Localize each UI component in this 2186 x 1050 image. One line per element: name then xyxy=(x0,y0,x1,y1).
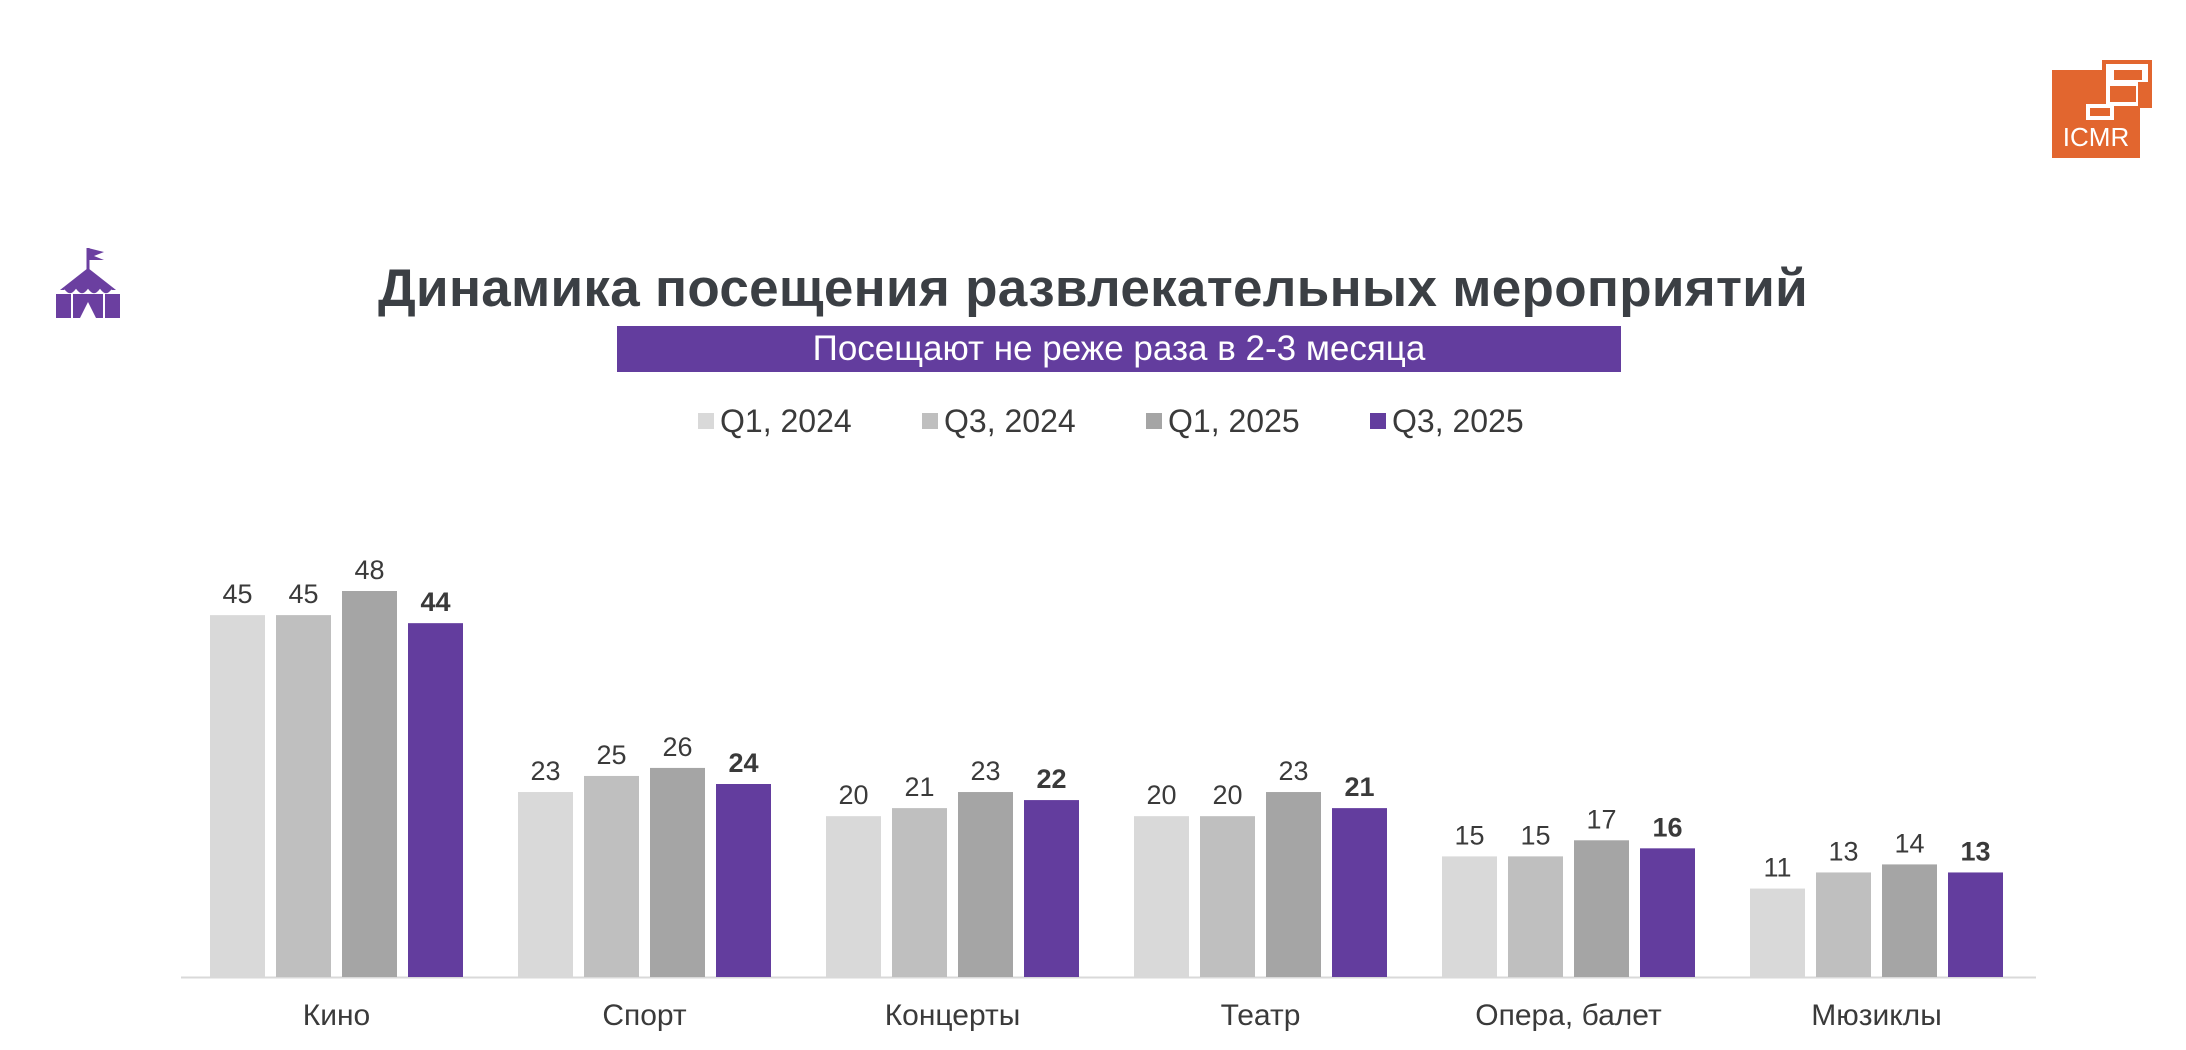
legend: Q1, 2024 Q3, 2024 Q1, 2025 Q3, 2025 xyxy=(0,398,2186,444)
bar xyxy=(342,591,397,977)
data-label: 13 xyxy=(1828,836,1858,866)
bar xyxy=(1134,816,1189,977)
bar xyxy=(1750,888,1805,977)
legend-label: Q1, 2025 xyxy=(1168,402,1300,439)
legend-swatch xyxy=(922,413,938,429)
data-label: 45 xyxy=(288,579,318,609)
legend-label: Q3, 2025 xyxy=(1392,402,1524,439)
data-label: 20 xyxy=(1146,780,1176,810)
bar xyxy=(650,767,705,977)
bar xyxy=(958,792,1013,977)
category-label: Опера, балет xyxy=(1475,999,1662,1032)
data-label: 13 xyxy=(1960,836,1990,866)
legend-label: Q1, 2024 xyxy=(720,402,852,439)
data-label: 45 xyxy=(222,579,252,609)
bar xyxy=(584,775,639,977)
data-label: 21 xyxy=(904,772,934,802)
data-label: 15 xyxy=(1454,820,1484,850)
legend-item: Q3, 2024 xyxy=(922,398,1076,444)
bar xyxy=(518,792,573,977)
data-label: 23 xyxy=(530,756,560,786)
data-label: 17 xyxy=(1586,804,1616,834)
legend-swatch xyxy=(1370,413,1386,429)
bar xyxy=(826,816,881,977)
legend-item: Q3, 2025 xyxy=(1370,398,1524,444)
category-label: Кино xyxy=(303,999,371,1032)
icmr-logo: ICMR xyxy=(2052,60,2152,158)
data-label: 11 xyxy=(1763,853,1791,883)
legend-item: Q1, 2025 xyxy=(1146,398,1300,444)
bar xyxy=(1200,816,1255,977)
bar xyxy=(1442,856,1497,977)
bar xyxy=(1266,792,1321,977)
category-label: Театр xyxy=(1221,999,1301,1032)
bar xyxy=(1024,800,1079,977)
bar xyxy=(408,623,463,977)
data-label: 16 xyxy=(1652,812,1682,842)
bar xyxy=(716,784,771,977)
data-label: 23 xyxy=(1278,756,1308,786)
bar xyxy=(1332,808,1387,977)
data-label: 22 xyxy=(1036,764,1066,794)
bar xyxy=(210,615,265,977)
data-label: 15 xyxy=(1520,820,1550,850)
bar xyxy=(1574,840,1629,977)
bar xyxy=(1816,872,1871,977)
data-label: 26 xyxy=(662,732,692,762)
legend-label: Q3, 2024 xyxy=(944,402,1076,439)
data-label: 20 xyxy=(1212,780,1242,810)
data-label: 25 xyxy=(596,740,626,770)
category-label: Концерты xyxy=(885,999,1021,1032)
legend-swatch xyxy=(1146,413,1162,429)
bar xyxy=(1882,864,1937,977)
legend-item: Q1, 2024 xyxy=(698,398,852,444)
bar xyxy=(892,808,947,977)
chart-title: Динамика посещения развлекательных мероп… xyxy=(378,259,1808,318)
data-label: 14 xyxy=(1894,828,1924,858)
bar xyxy=(1640,848,1695,977)
chart-subtitle: Посещают не реже раза в 2-3 месяца xyxy=(617,326,1621,372)
data-label: 24 xyxy=(728,748,758,778)
data-label: 21 xyxy=(1344,772,1374,802)
category-label: Спорт xyxy=(602,999,687,1032)
legend-swatch xyxy=(698,413,714,429)
logo-text: ICMR xyxy=(2063,122,2129,152)
category-label: Мюзиклы xyxy=(1811,999,1942,1032)
bar xyxy=(1948,872,2003,977)
bar xyxy=(1508,856,1563,977)
data-label: 23 xyxy=(970,756,1000,786)
data-label: 44 xyxy=(420,587,450,617)
data-label: 20 xyxy=(838,780,868,810)
circus-tent-icon xyxy=(56,248,120,318)
data-label: 48 xyxy=(354,555,384,585)
bar xyxy=(276,615,331,977)
